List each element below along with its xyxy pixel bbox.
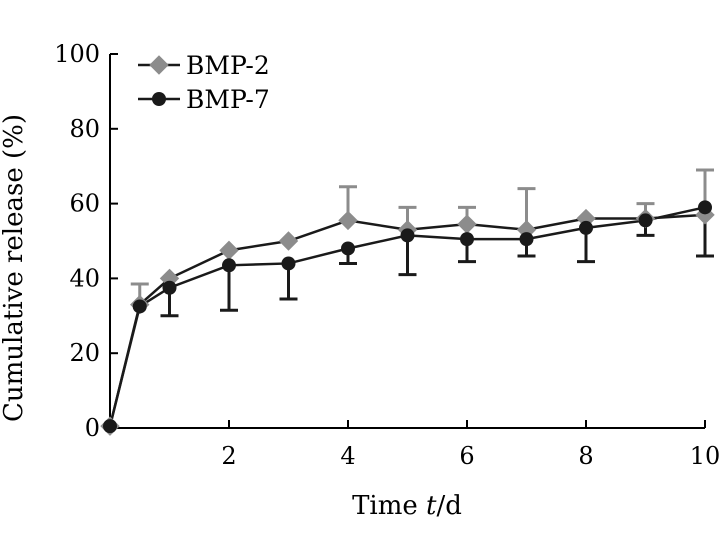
x-tick-label-2: 2: [221, 442, 236, 470]
bmp-2-point: [338, 210, 358, 231]
x-tick-label-8: 8: [578, 442, 593, 470]
bmp-7-point: [132, 299, 147, 314]
bmp-7-point: [341, 241, 355, 256]
x-axis-title: Time t/d: [352, 491, 462, 521]
bmp-7-point: [638, 213, 653, 228]
x-tick-label-4: 4: [340, 442, 355, 470]
x-ticks: 2 4 6 8 10: [221, 420, 719, 470]
bmp-2-point: [219, 240, 239, 261]
bmp-7-point: [281, 256, 296, 271]
x-axis-title-unit: /d: [437, 491, 462, 521]
bmp-7-error-bars: [160, 207, 714, 318]
series-group: [100, 168, 715, 436]
y-tick-label-40: 40: [69, 264, 100, 292]
bmp-7-point: [519, 232, 534, 247]
bmp-7-point: [222, 258, 236, 273]
bmp-2-point: [278, 231, 299, 251]
legend: BMP-2 BMP-7: [138, 51, 270, 114]
bmp-7-point: [460, 232, 474, 247]
y-axis-title: Cumulative release (%): [0, 114, 29, 422]
bmp-2-point: [457, 214, 477, 234]
legend-label-bmp-7: BMP-7: [186, 85, 270, 114]
bmp-7-point: [162, 280, 177, 295]
y-tick-label-60: 60: [69, 190, 100, 218]
bmp-7-point: [103, 419, 117, 434]
bmp-7-point: [579, 220, 593, 235]
legend-marker-bmp-7: [152, 92, 166, 106]
y-tick-label-20: 20: [69, 339, 100, 367]
x-axis-title-prefix: Time: [352, 491, 426, 521]
y-tick-label-100: 100: [54, 40, 100, 68]
x-axis-title-variable: t: [426, 491, 437, 521]
bmp-7-point: [698, 200, 712, 215]
y-tick-label-0: 0: [85, 414, 100, 442]
bmp-7-points: [103, 200, 712, 434]
x-tick-label-6: 6: [459, 442, 474, 470]
bmp-7-point: [400, 228, 415, 243]
legend-label-bmp-2: BMP-2: [186, 51, 270, 80]
x-tick-label-10: 10: [690, 442, 719, 470]
legend-marker-bmp-2: [149, 55, 169, 75]
y-ticks: 0 20 40 60 80 100: [54, 40, 118, 442]
y-tick-label-80: 80: [69, 115, 100, 143]
axes: [109, 54, 705, 429]
